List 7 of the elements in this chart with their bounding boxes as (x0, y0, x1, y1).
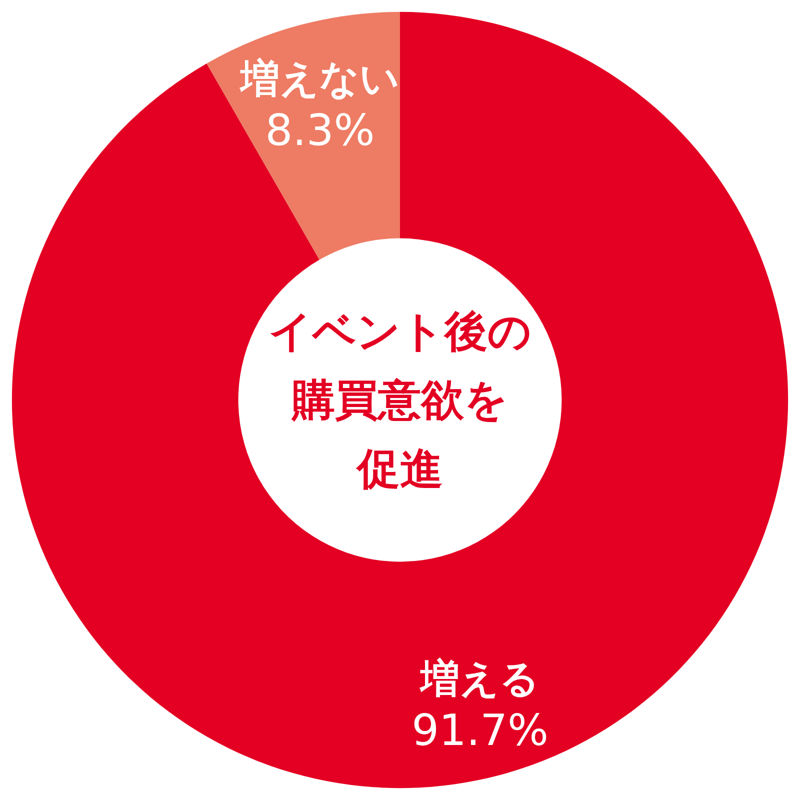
data-label: 8.3% (265, 106, 375, 156)
slice-label: 増えない (238, 57, 400, 102)
text: イベント後の購買意欲を促進 (268, 307, 532, 494)
data-label: 91.7% (412, 706, 549, 756)
slice-label: 増える (418, 657, 540, 702)
donut-slice (206, 12, 400, 260)
donut-slice (12, 12, 788, 788)
